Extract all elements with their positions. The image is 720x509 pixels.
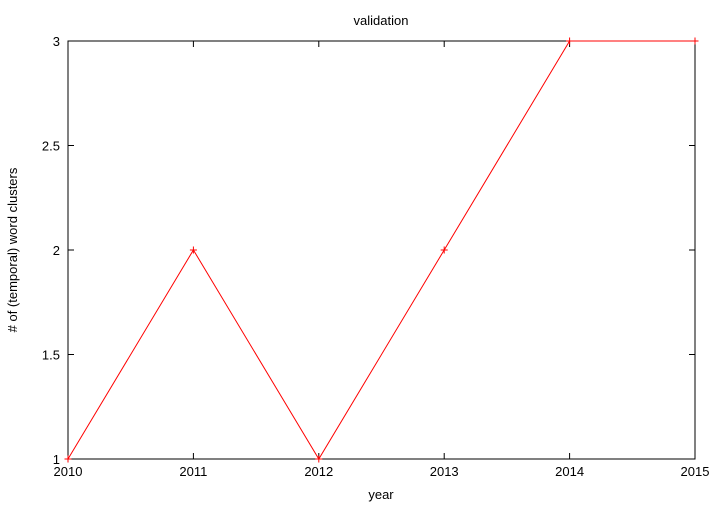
data-point-0-5 bbox=[691, 37, 699, 45]
y-axis-label: # of (temporal) word clusters bbox=[5, 167, 20, 332]
y-tick-label-4: 3 bbox=[53, 34, 60, 49]
y-tick-label-3: 2.5 bbox=[42, 139, 60, 154]
data-point-0-3 bbox=[440, 246, 448, 254]
x-tick-label-5: 2015 bbox=[681, 464, 710, 479]
data-point-0-1 bbox=[189, 246, 197, 254]
plot-frame bbox=[67, 40, 696, 460]
data-point-0-0 bbox=[64, 455, 72, 463]
y-tick-label-0: 1 bbox=[53, 452, 60, 467]
x-tick-label-2: 2012 bbox=[304, 464, 333, 479]
data-point-0-4 bbox=[566, 37, 574, 45]
series-line-0 bbox=[67, 40, 695, 460]
y-tick-label-1: 1.5 bbox=[42, 348, 60, 363]
x-tick-label-4: 2014 bbox=[555, 464, 584, 479]
chart-title: validation bbox=[354, 13, 409, 28]
x-axis-label: year bbox=[368, 487, 394, 502]
x-tick-label-1: 2011 bbox=[179, 464, 207, 479]
y-tick-label-2: 2 bbox=[53, 243, 60, 258]
data-point-0-2 bbox=[315, 455, 323, 463]
x-tick-label-0: 2010 bbox=[54, 464, 83, 479]
x-tick-label-3: 2013 bbox=[430, 464, 459, 479]
